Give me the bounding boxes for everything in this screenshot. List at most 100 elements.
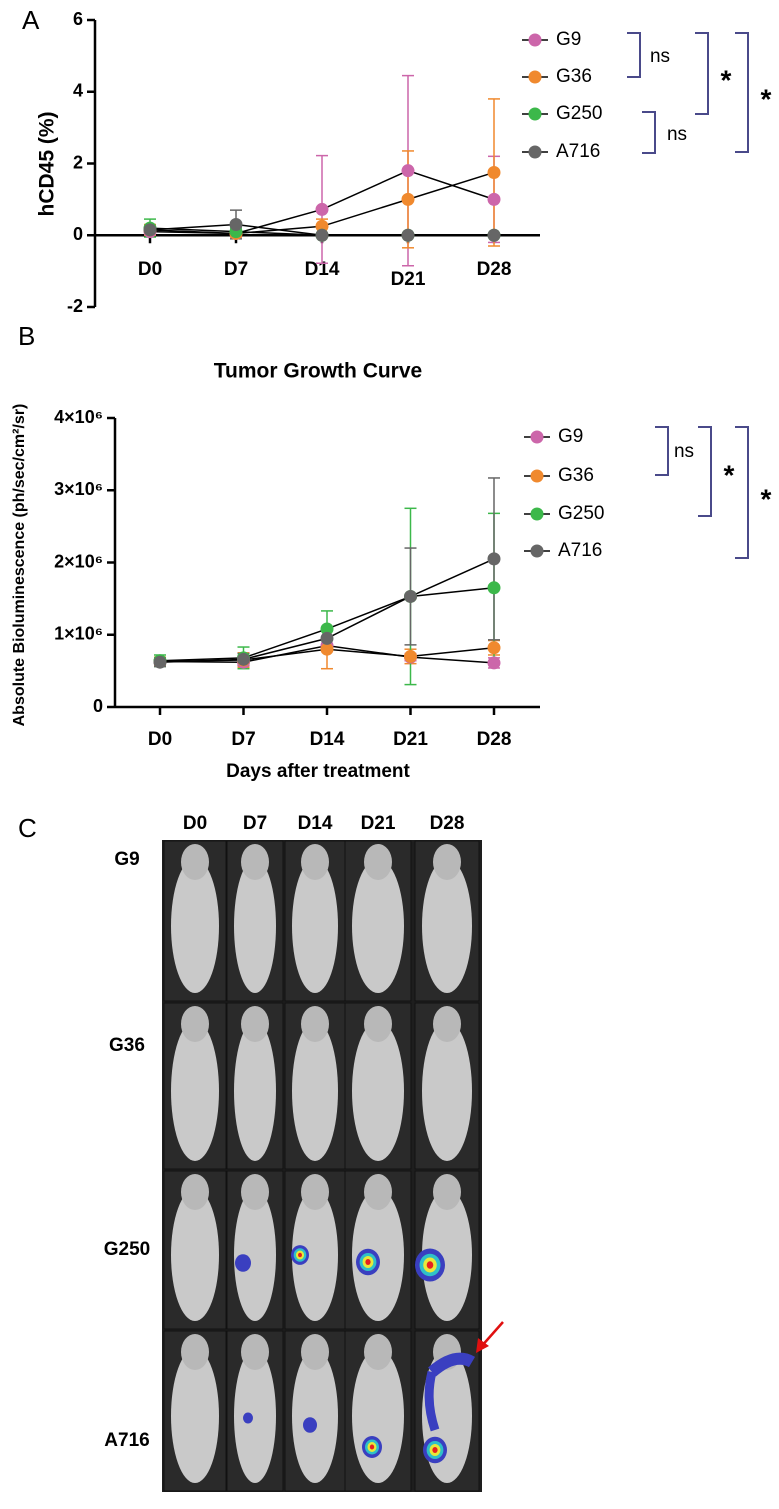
mouse (171, 1189, 219, 1321)
data-point (320, 622, 334, 636)
data-point (229, 217, 243, 231)
x-tick-label: D21 (391, 269, 426, 290)
mouse-head (301, 1334, 329, 1370)
mouse-head (241, 1006, 269, 1042)
mouse-head (241, 844, 269, 880)
mouse (352, 859, 404, 993)
signal (424, 1370, 440, 1432)
x-tick-label: D14 (305, 259, 340, 280)
mouse-head (433, 1006, 461, 1042)
legend-marker (528, 107, 542, 121)
mouse-head (433, 844, 461, 880)
mouse-head (301, 1174, 329, 1210)
y-axis-label: hCD45 (%) (36, 111, 59, 216)
x-tick-label: D0 (138, 259, 162, 280)
mouse (292, 1349, 338, 1483)
mouse (171, 859, 219, 993)
mouse (422, 1189, 472, 1321)
significance-label: ns (650, 46, 670, 67)
mouse-head (181, 1174, 209, 1210)
mouse (292, 1189, 338, 1321)
mouse-head (181, 1334, 209, 1370)
row-label: G36 (109, 1035, 145, 1056)
mouse (234, 1189, 276, 1321)
mouse-head (364, 1334, 392, 1370)
row-label: G9 (114, 849, 139, 870)
signal (235, 1254, 251, 1272)
y-tick-label: 6 (73, 9, 83, 29)
data-point (315, 219, 329, 233)
x-tick-label: D7 (231, 729, 255, 750)
mouse (422, 859, 472, 993)
mouse-head (241, 1334, 269, 1370)
y-tick-label: 1×10⁶ (54, 624, 103, 644)
data-point (401, 164, 415, 178)
data-point (487, 192, 501, 206)
signal (369, 1444, 375, 1450)
column-label: D14 (298, 813, 333, 834)
legend-label: A716 (558, 540, 602, 561)
y-tick-label: 2×10⁶ (54, 551, 103, 571)
legend-marker (530, 544, 544, 558)
legend-label: G9 (558, 426, 583, 447)
panel-label: C (18, 813, 37, 843)
column-label: D0 (183, 813, 207, 834)
x-tick-label: D21 (393, 729, 428, 750)
legend-label: A716 (556, 141, 600, 162)
data-point (487, 656, 501, 670)
mouse-head (364, 1006, 392, 1042)
mouse-head (181, 844, 209, 880)
legend-label: G36 (558, 465, 594, 486)
significance-bracket (655, 426, 669, 476)
data-point (487, 552, 501, 566)
mouse-head (364, 1174, 392, 1210)
significance-bracket (735, 32, 749, 153)
data-point (487, 581, 501, 595)
signal (432, 1447, 438, 1453)
legend-label: G250 (558, 503, 604, 524)
mouse (292, 1021, 338, 1161)
significance-label: ns (667, 124, 687, 145)
mouse-head (364, 844, 392, 880)
row-label: A716 (104, 1430, 149, 1451)
column-label: D21 (361, 813, 396, 834)
column-label: D28 (430, 813, 465, 834)
mouse (234, 1349, 276, 1483)
mouse (234, 859, 276, 993)
mouse (352, 1021, 404, 1161)
significance-bracket (642, 111, 656, 154)
mouse-head (433, 1174, 461, 1210)
data-point (404, 589, 417, 603)
mouse-head (241, 1174, 269, 1210)
significance-bracket (627, 32, 641, 78)
mouse-head (301, 1006, 329, 1042)
data-point (487, 228, 501, 242)
y-tick-label: 3×10⁶ (54, 479, 103, 499)
data-point (315, 202, 329, 216)
y-axis-label: Absolute Bioluminescence (ph/sec/cm²/sr) (11, 404, 28, 727)
chart-title: Tumor Growth Curve (214, 360, 422, 383)
data-point (404, 649, 417, 663)
legend-marker (530, 469, 544, 483)
data-point (143, 223, 157, 237)
arrow-head (476, 1338, 489, 1353)
data-point (315, 228, 329, 242)
y-tick-label: 0 (73, 224, 83, 244)
significance-bracket (735, 426, 749, 559)
y-tick-label: -2 (67, 296, 83, 316)
significance-bracket (698, 426, 712, 517)
x-tick-label: D28 (477, 729, 512, 750)
signal (365, 1259, 371, 1265)
data-point (320, 642, 334, 656)
significance-label: * (724, 459, 735, 490)
legend-label: G9 (556, 29, 581, 50)
panel-label: B (18, 321, 35, 351)
significance-bracket (695, 32, 709, 115)
x-tick-label: D0 (148, 729, 172, 750)
significance-label: * (761, 83, 772, 114)
legend-marker (530, 430, 544, 444)
mouse (234, 1021, 276, 1161)
y-tick-label: 2 (73, 152, 83, 172)
x-tick-label: D14 (310, 729, 345, 750)
